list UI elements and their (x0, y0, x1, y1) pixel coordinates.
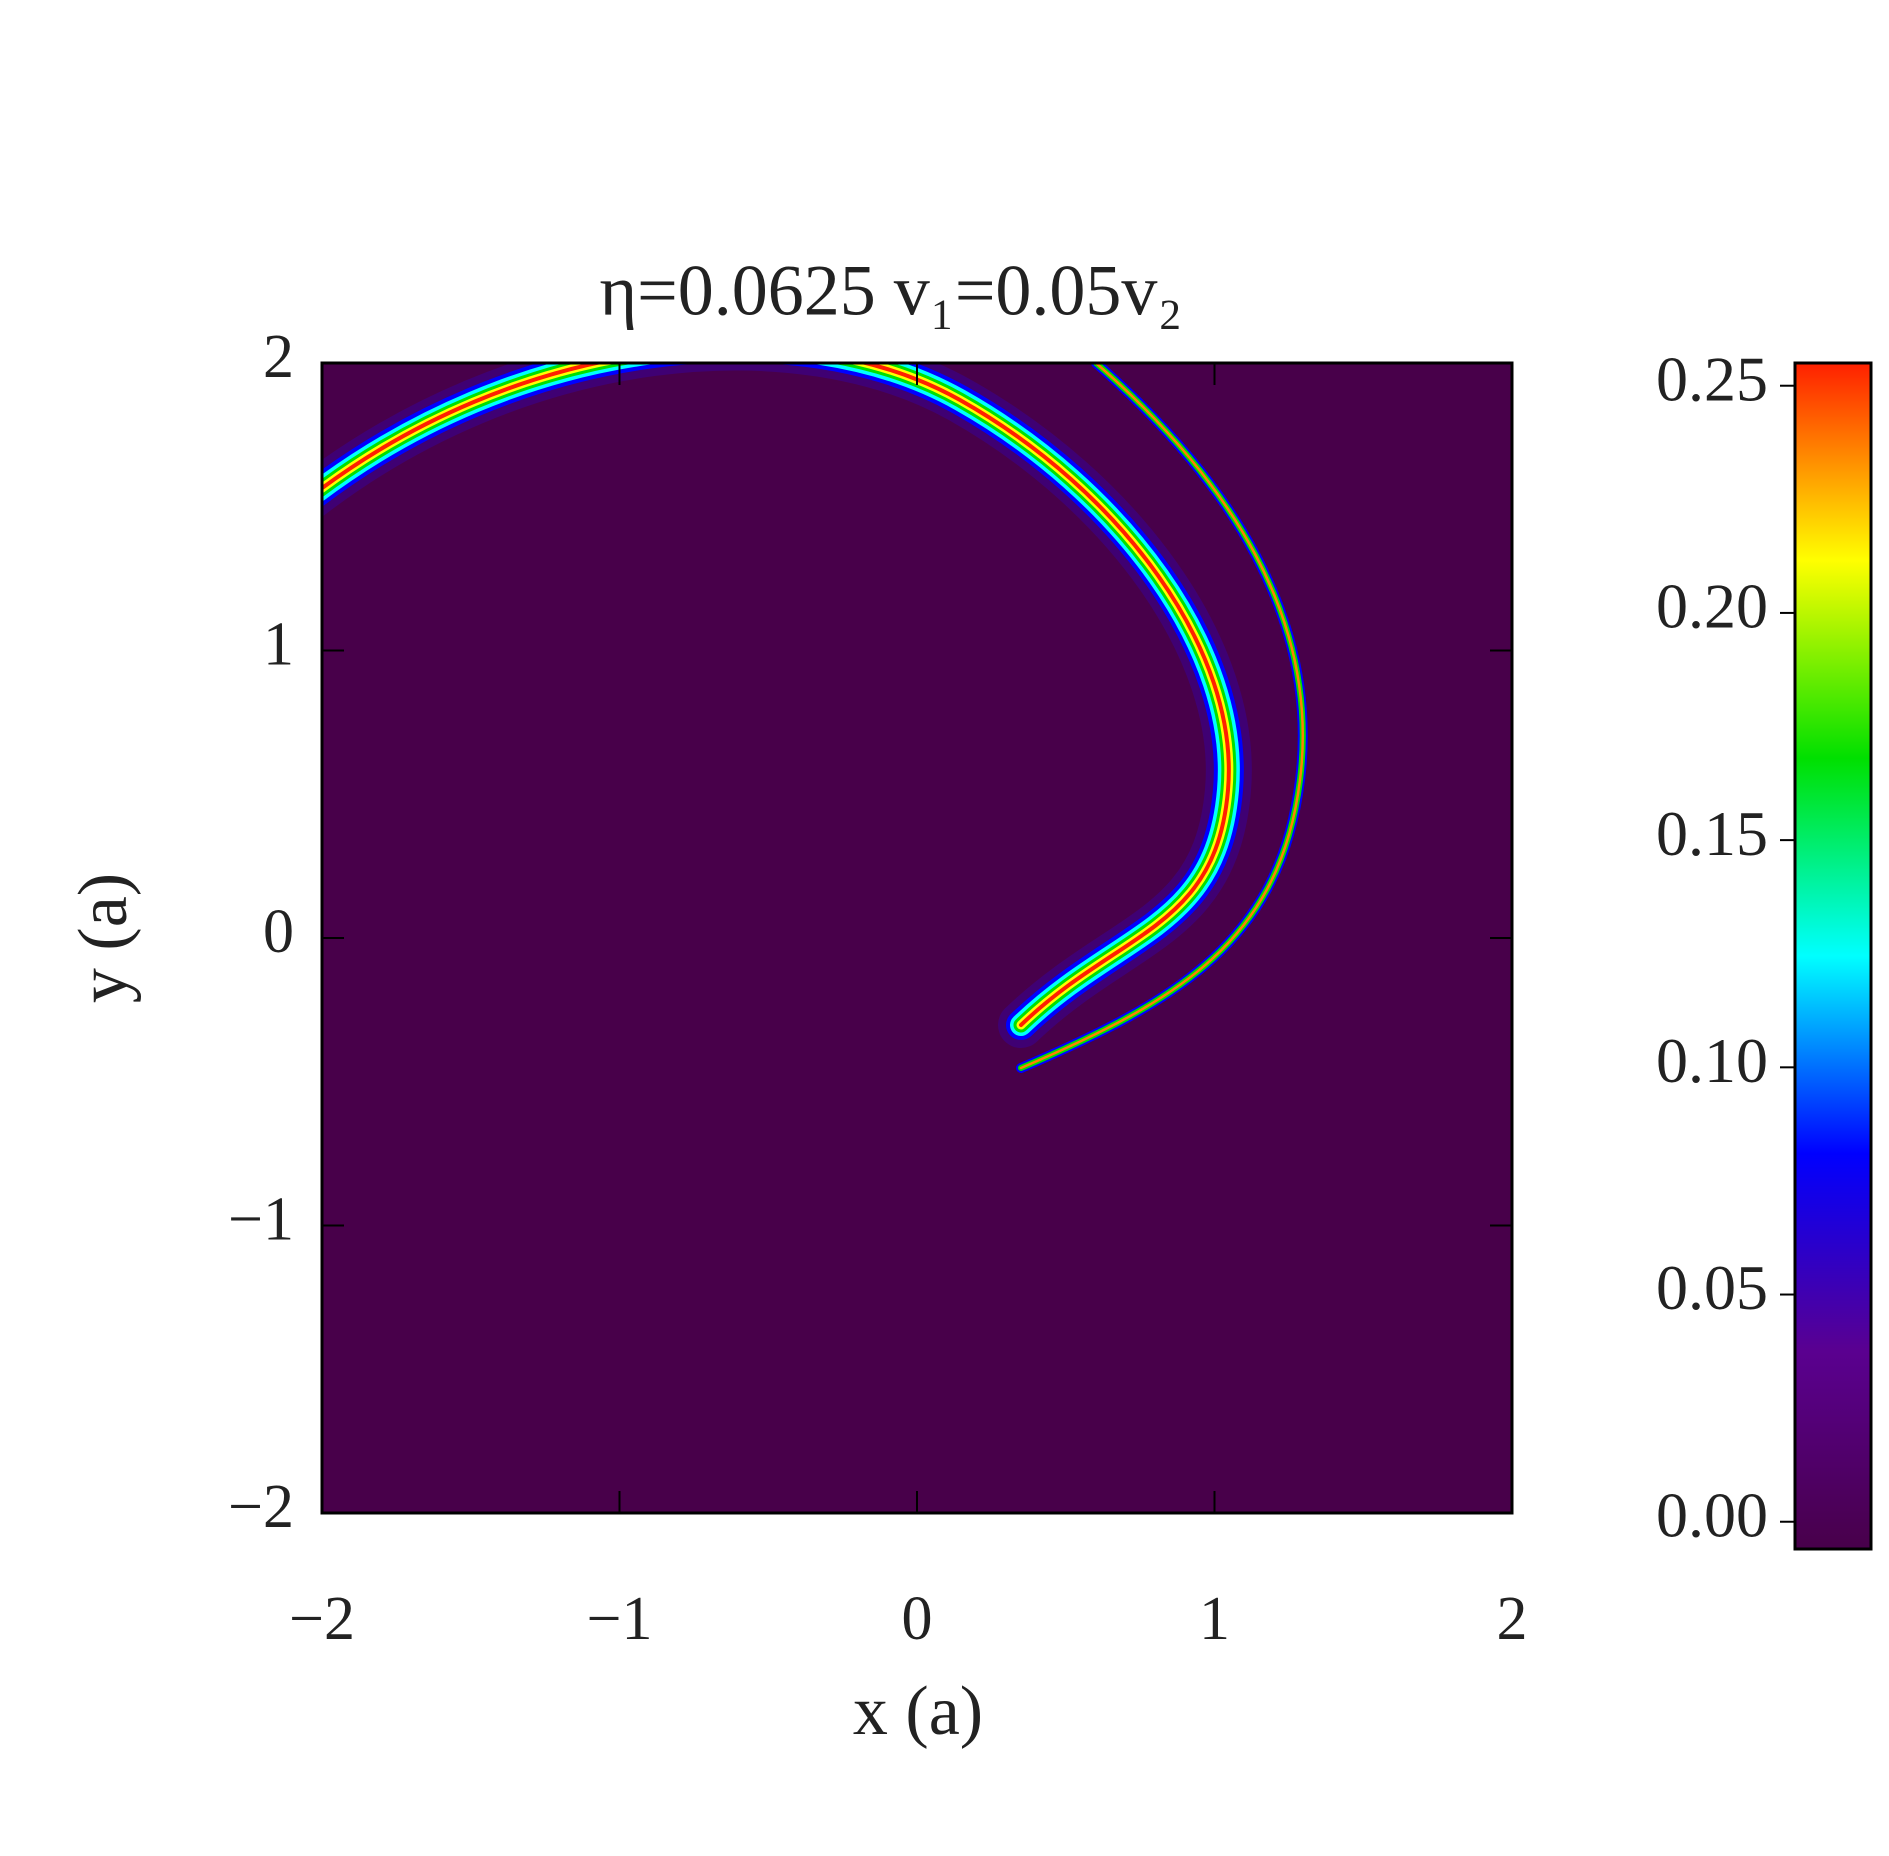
outer-shell (1016, 363, 1308, 1073)
x-tick-label: −2 (289, 1585, 355, 1653)
colorbar (1793, 361, 1873, 1551)
colorbar-tick-label: 0.00 (1656, 1479, 1768, 1550)
y-tick-label: 1 (263, 611, 294, 679)
colorbar-tick-label: 0.05 (1656, 1252, 1768, 1323)
y-tick-label: −1 (228, 1186, 294, 1254)
x-tick-label: −1 (587, 1585, 653, 1653)
x-tick-label: 1 (1199, 1585, 1230, 1653)
colorbar-tick-label: 0.25 (1656, 343, 1768, 414)
field-structures (322, 363, 1308, 1073)
plot-background (322, 363, 1512, 1513)
x-tick-label: 0 (902, 1585, 933, 1653)
colorbar-tick-label: 0.20 (1656, 571, 1768, 642)
x-axis-label: x (a) (853, 1673, 983, 1750)
inner-shell (322, 363, 1252, 1048)
y-tick-label: −2 (228, 1473, 294, 1541)
colorbar-tick-label: 0.10 (1656, 1025, 1768, 1096)
x-tick-label: 2 (1497, 1585, 1528, 1653)
chart-title: η=0.0625 v₁=0.05v₂ (599, 251, 1182, 331)
y-tick-label: 0 (263, 898, 294, 966)
y-axis-label: y (a) (65, 873, 142, 1003)
y-tick-label: 2 (263, 323, 294, 391)
colorbar-tick-label: 0.15 (1656, 798, 1768, 869)
